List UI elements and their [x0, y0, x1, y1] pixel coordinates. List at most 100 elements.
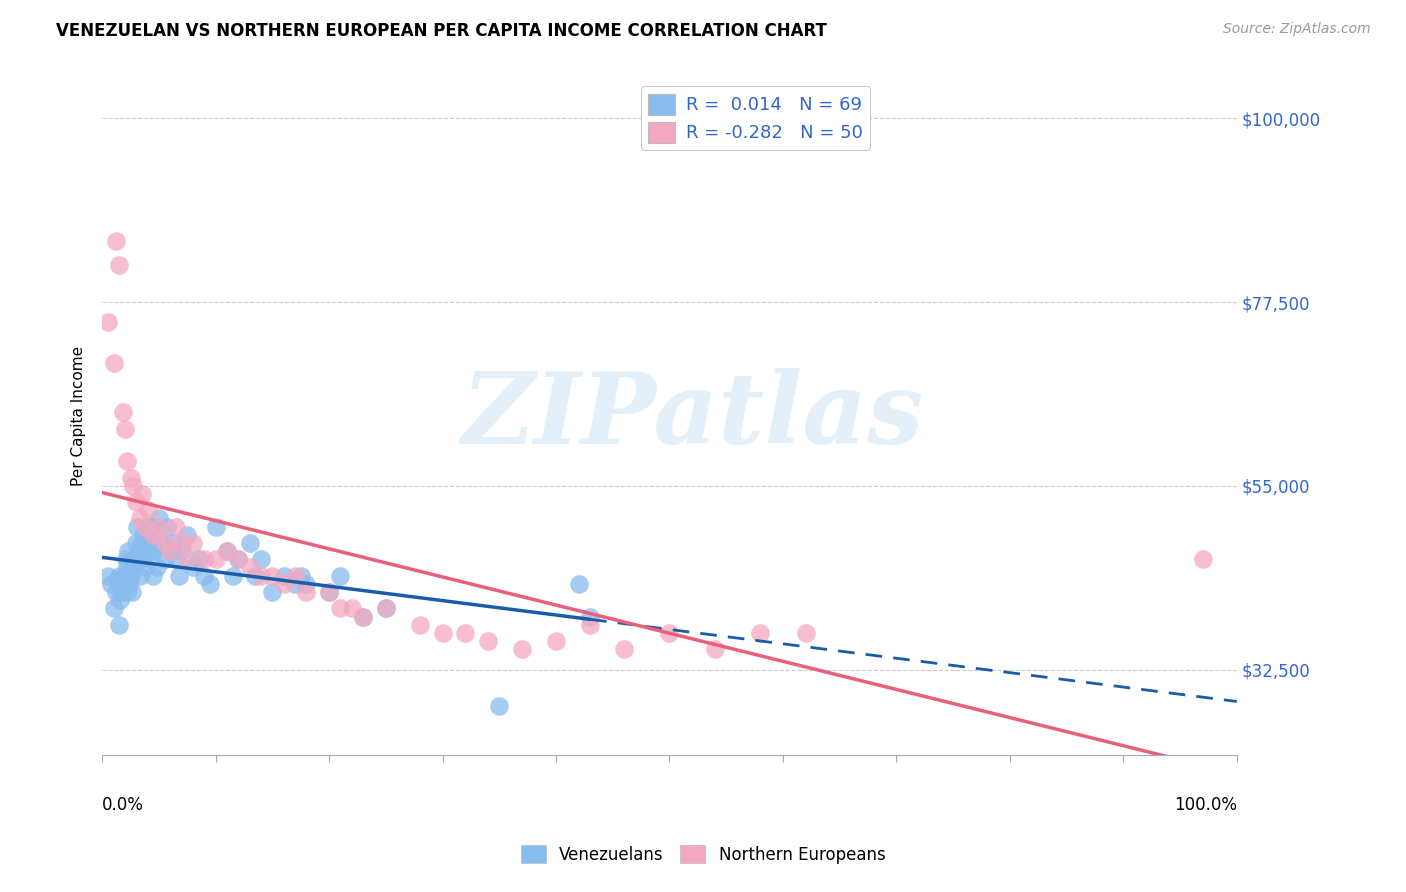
Point — [150, 536, 173, 550]
Point — [136, 519, 159, 533]
Text: 0.0%: 0.0% — [103, 796, 143, 814]
Point — [329, 568, 352, 582]
Point — [221, 568, 243, 582]
Point — [1191, 552, 1213, 566]
Point — [128, 568, 150, 582]
Point — [409, 617, 432, 632]
Point — [127, 519, 149, 533]
Point — [136, 503, 159, 517]
Text: VENEZUELAN VS NORTHERN EUROPEAN PER CAPITA INCOME CORRELATION CHART: VENEZUELAN VS NORTHERN EUROPEAN PER CAPI… — [56, 22, 827, 40]
Point — [510, 642, 533, 657]
Point — [245, 568, 267, 582]
Point — [432, 625, 454, 640]
Point — [159, 544, 181, 558]
Point — [749, 625, 772, 640]
Point — [131, 552, 153, 566]
Point — [318, 585, 340, 599]
Point — [117, 544, 139, 558]
Point — [193, 552, 215, 566]
Point — [477, 634, 499, 648]
Point — [165, 552, 187, 566]
Point — [169, 568, 191, 582]
Point — [110, 593, 132, 607]
Point — [148, 519, 170, 533]
Point — [262, 585, 284, 599]
Point — [352, 609, 374, 624]
Point — [181, 560, 204, 574]
Point — [159, 544, 181, 558]
Point — [120, 568, 142, 582]
Point — [295, 585, 318, 599]
Point — [132, 528, 155, 542]
Point — [115, 552, 138, 566]
Point — [228, 552, 250, 566]
Point — [176, 552, 198, 566]
Point — [111, 577, 134, 591]
Point — [170, 536, 193, 550]
Point — [143, 544, 166, 558]
Point — [108, 568, 131, 582]
Point — [176, 528, 198, 542]
Point — [103, 356, 125, 370]
Text: Source: ZipAtlas.com: Source: ZipAtlas.com — [1223, 22, 1371, 37]
Point — [613, 642, 636, 657]
Point — [295, 577, 318, 591]
Point — [97, 316, 120, 330]
Point — [187, 552, 209, 566]
Point — [139, 544, 162, 558]
Point — [239, 536, 262, 550]
Point — [142, 528, 165, 542]
Point — [162, 536, 184, 550]
Point — [103, 601, 125, 615]
Point — [139, 519, 162, 533]
Point — [134, 544, 156, 558]
Point — [284, 568, 307, 582]
Point — [121, 479, 143, 493]
Point — [454, 625, 477, 640]
Point — [374, 601, 396, 615]
Point — [374, 601, 396, 615]
Point — [145, 560, 167, 574]
Point — [128, 544, 150, 558]
Point — [97, 568, 120, 582]
Point — [794, 625, 817, 640]
Point — [142, 568, 165, 582]
Y-axis label: Per Capita Income: Per Capita Income — [72, 346, 86, 486]
Point — [153, 536, 176, 550]
Point — [114, 568, 136, 582]
Point — [250, 568, 273, 582]
Point — [544, 634, 567, 648]
Point — [156, 519, 179, 533]
Point — [115, 454, 138, 468]
Point — [658, 625, 681, 640]
Point — [352, 609, 374, 624]
Point — [488, 699, 510, 714]
Point — [193, 568, 215, 582]
Point — [134, 560, 156, 574]
Point — [108, 617, 131, 632]
Point — [318, 585, 340, 599]
Point — [114, 422, 136, 436]
Point — [703, 642, 725, 657]
Point — [198, 577, 221, 591]
Point — [579, 617, 602, 632]
Point — [579, 609, 602, 624]
Point — [121, 585, 143, 599]
Point — [131, 487, 153, 501]
Point — [118, 577, 141, 591]
Text: 100.0%: 100.0% — [1174, 796, 1237, 814]
Point — [111, 405, 134, 419]
Point — [273, 568, 295, 582]
Point — [568, 577, 591, 591]
Legend: Venezuelans, Northern Europeans: Venezuelans, Northern Europeans — [515, 838, 891, 871]
Point — [204, 552, 226, 566]
Point — [120, 470, 142, 484]
Point — [110, 585, 132, 599]
Point — [250, 552, 273, 566]
Point — [108, 258, 131, 272]
Point — [262, 568, 284, 582]
Point — [104, 585, 127, 599]
Point — [204, 519, 226, 533]
Point — [290, 568, 312, 582]
Point — [329, 601, 352, 615]
